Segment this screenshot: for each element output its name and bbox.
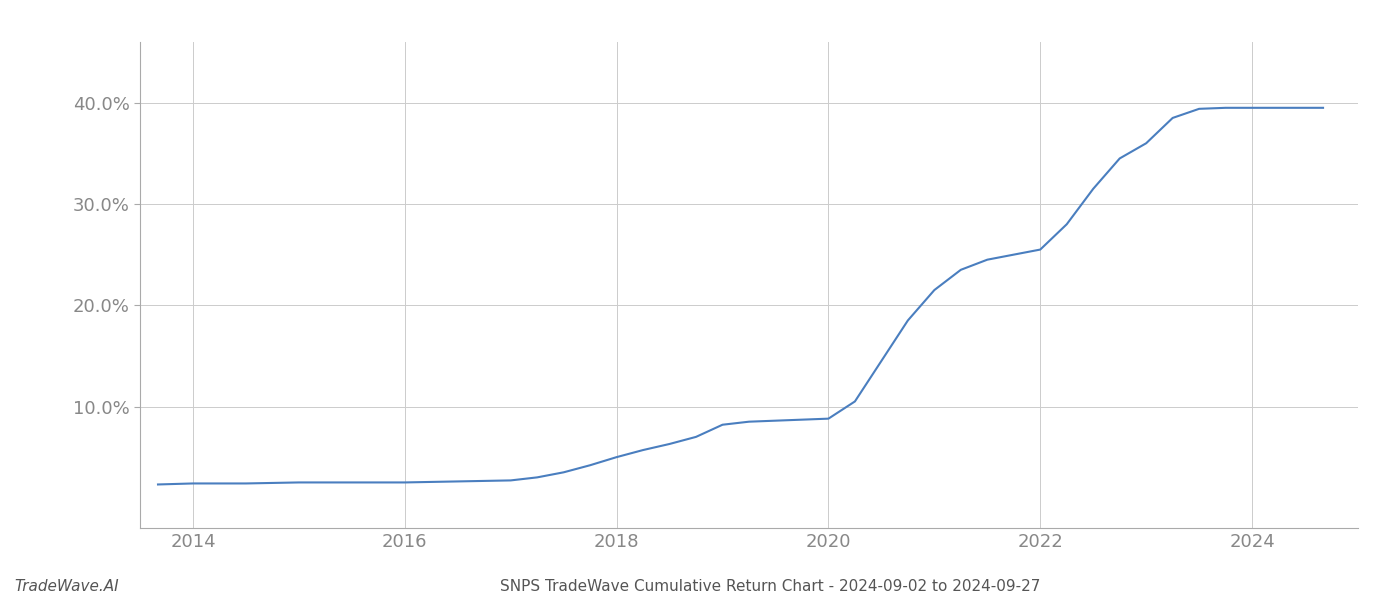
Text: SNPS TradeWave Cumulative Return Chart - 2024-09-02 to 2024-09-27: SNPS TradeWave Cumulative Return Chart -… bbox=[500, 579, 1040, 594]
Text: TradeWave.AI: TradeWave.AI bbox=[14, 579, 119, 594]
